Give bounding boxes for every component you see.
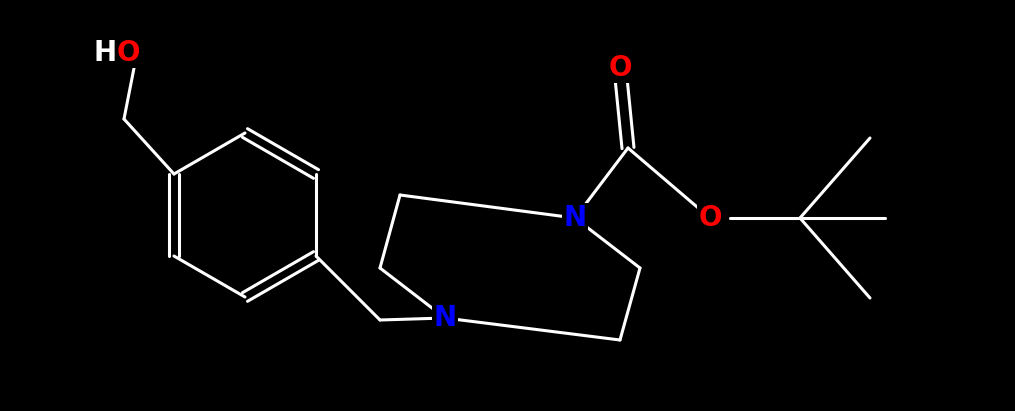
Text: O: O [608,54,631,82]
Text: O: O [698,204,722,232]
Text: N: N [433,304,457,332]
Text: H: H [93,39,117,67]
Text: N: N [563,204,587,232]
Text: O: O [117,39,140,67]
